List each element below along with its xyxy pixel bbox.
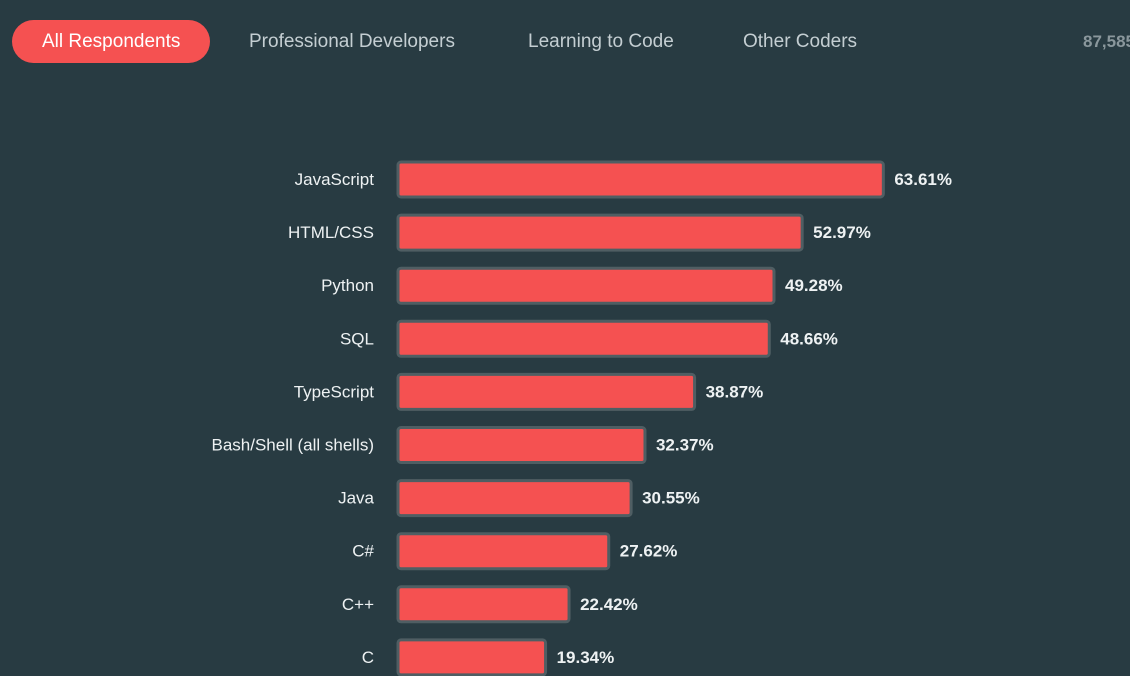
bar-row: Python 49.28% <box>321 266 843 305</box>
bar-row: C 19.34% <box>362 638 615 676</box>
category-label: Python <box>321 276 374 295</box>
category-label: HTML/CSS <box>288 223 374 242</box>
respondent-filter-tabs: All Respondents Professional Developers … <box>12 20 1130 63</box>
value-label: 38.87% <box>706 382 764 401</box>
category-label: C++ <box>342 595 374 614</box>
category-label: Bash/Shell (all shells) <box>211 436 374 455</box>
respondent-count: 87,585 <box>1083 32 1130 51</box>
category-label: C# <box>352 542 374 561</box>
bar-row: JavaScript 63.61% <box>295 160 952 199</box>
bar <box>396 266 776 305</box>
bar <box>396 638 548 676</box>
category-label: TypeScript <box>294 382 375 401</box>
tab-other-coders[interactable]: Other Coders <box>743 31 858 52</box>
tab-learning-to-code[interactable]: Learning to Code <box>528 31 674 52</box>
bar-row: HTML/CSS 52.97% <box>288 213 871 252</box>
value-label: 49.28% <box>785 276 843 295</box>
bar <box>396 532 611 571</box>
bar <box>396 585 571 624</box>
category-label: Java <box>338 489 374 508</box>
value-label: 19.34% <box>557 648 615 667</box>
bar <box>396 160 885 199</box>
category-label: JavaScript <box>295 170 375 189</box>
bar-row: Bash/Shell (all shells) 32.37% <box>211 426 714 464</box>
bar <box>396 479 633 518</box>
value-label: 52.97% <box>813 223 871 242</box>
tab-professional-developers[interactable]: Professional Developers <box>249 31 455 52</box>
bar-row: Java 30.55% <box>338 479 700 518</box>
value-label: 22.42% <box>580 595 638 614</box>
category-label: C <box>362 648 374 667</box>
value-label: 32.37% <box>656 436 714 455</box>
bar-row: C++ 22.42% <box>342 585 638 624</box>
value-label: 27.62% <box>620 542 678 561</box>
bar <box>396 213 804 252</box>
bar <box>396 319 771 358</box>
value-label: 48.66% <box>780 329 838 348</box>
bar-row: TypeScript 38.87% <box>294 372 764 411</box>
bar <box>396 372 697 411</box>
bar-row: SQL 48.66% <box>340 319 838 358</box>
value-label: 30.55% <box>642 489 700 508</box>
category-label: SQL <box>340 329 374 348</box>
tab-all-respondents[interactable]: All Respondents <box>12 20 211 63</box>
value-label: 63.61% <box>894 170 952 189</box>
bar-row: C# 27.62% <box>352 532 678 571</box>
bar <box>396 426 647 464</box>
